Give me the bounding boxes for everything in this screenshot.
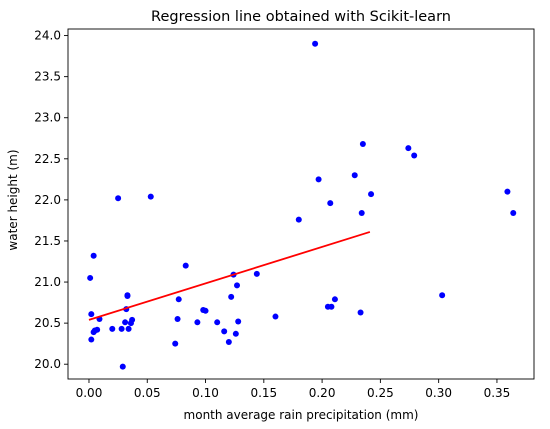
regression-line-layer: [88, 231, 371, 321]
y-tick-label: 24.0: [34, 29, 61, 43]
data-point: [439, 292, 446, 299]
data-point: [225, 339, 232, 346]
data-points: [87, 40, 517, 370]
data-point: [253, 270, 260, 277]
data-point: [358, 210, 365, 217]
data-point: [109, 325, 116, 332]
data-point: [411, 152, 418, 159]
data-point: [214, 319, 221, 326]
y-axis-ticks: 20.0 20.5 21.0 21.5 22.0 22.5 23.0 23.5 24.0: [34, 29, 68, 371]
y-tick-label: 22.0: [34, 193, 61, 207]
data-point: [129, 316, 136, 323]
data-point: [90, 252, 97, 259]
y-axis-label: water height (m): [6, 149, 20, 250]
y-tick-label: 21.0: [34, 275, 61, 289]
data-point: [359, 141, 366, 148]
x-tick-label: 0.00: [76, 386, 103, 400]
x-tick-label: 0.05: [134, 386, 161, 400]
data-point: [194, 319, 201, 326]
x-axis-label: month average rain precipitation (mm): [184, 408, 419, 422]
data-point: [328, 303, 335, 310]
data-point: [172, 340, 179, 347]
x-tick-label: 0.25: [367, 386, 394, 400]
data-point: [175, 296, 182, 303]
data-point: [327, 200, 334, 207]
data-point: [234, 282, 241, 289]
data-point: [94, 326, 101, 333]
data-point: [232, 330, 239, 337]
y-tick-label: 22.5: [34, 152, 61, 166]
data-point: [357, 309, 364, 316]
data-point: [504, 188, 511, 195]
data-point: [510, 210, 517, 217]
data-point: [228, 293, 235, 300]
data-point: [125, 325, 132, 332]
data-point: [118, 325, 125, 332]
data-point: [368, 191, 375, 198]
y-tick-label: 20.0: [34, 357, 61, 371]
x-tick-label: 0.10: [192, 386, 219, 400]
data-point: [272, 313, 279, 320]
x-tick-label: 0.20: [309, 386, 336, 400]
data-point: [182, 262, 189, 269]
data-point: [351, 172, 358, 179]
data-point: [124, 293, 131, 300]
data-point: [147, 193, 154, 200]
x-tick-label: 0.35: [484, 386, 511, 400]
x-axis-ticks: 0.00 0.05 0.10 0.15 0.20 0.25 0.30 0.35: [76, 379, 511, 400]
data-point: [312, 40, 319, 47]
data-point: [122, 319, 129, 326]
data-point: [115, 195, 122, 202]
data-point: [235, 318, 242, 325]
x-tick-label: 0.15: [250, 386, 277, 400]
data-point: [295, 216, 302, 223]
data-point: [405, 145, 412, 152]
regression-line: [88, 231, 371, 321]
y-tick-label: 23.5: [34, 70, 61, 84]
data-point: [174, 316, 181, 323]
data-point: [88, 336, 95, 343]
y-tick-label: 20.5: [34, 316, 61, 330]
chart-title: Regression line obtained with Scikit-lea…: [151, 9, 451, 25]
x-tick-label: 0.30: [425, 386, 452, 400]
y-tick-label: 23.0: [34, 111, 61, 125]
data-point: [119, 363, 126, 370]
data-point: [88, 311, 95, 318]
plot-frame: [67, 28, 535, 380]
data-point: [315, 176, 322, 183]
data-point: [87, 274, 94, 281]
data-point: [331, 296, 338, 303]
data-point: [202, 307, 209, 314]
data-point: [221, 328, 228, 335]
y-tick-label: 21.5: [34, 234, 61, 248]
